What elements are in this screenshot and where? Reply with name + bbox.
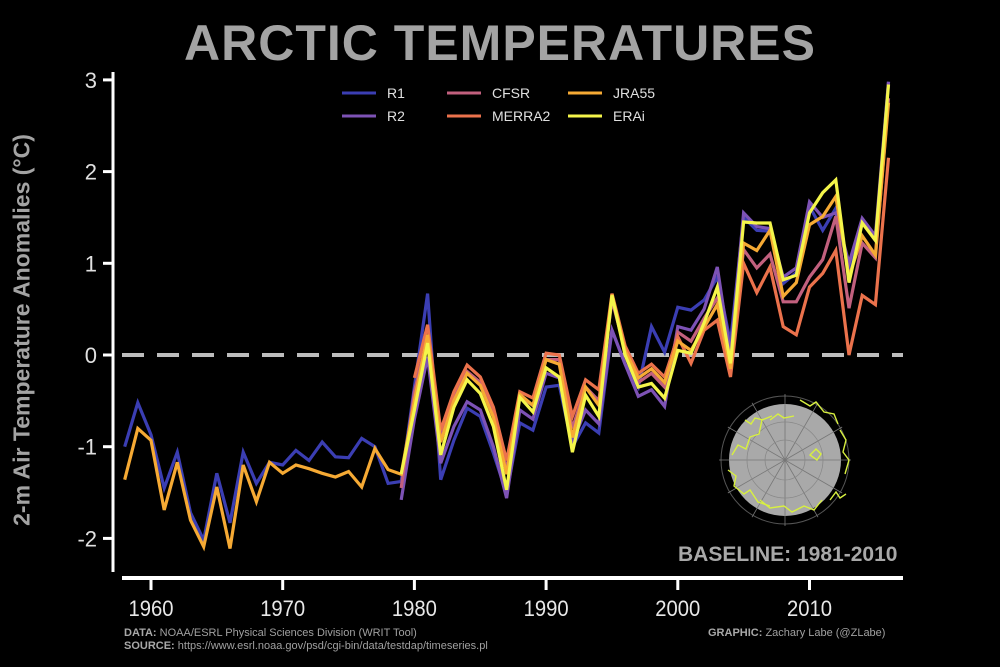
legend-label: R1 [387,85,405,101]
legend-item-r2: R2 [342,108,405,124]
globe-coastline [769,413,795,421]
x-tick-label: 2000 [655,596,700,621]
y-axis-label: 2-m Air Temperature Anomalies (°C) [8,134,35,526]
legend-item-erai: ERAi [568,108,645,124]
x-tick-label: 1980 [392,596,437,621]
y-tick-label: 0 [85,343,97,368]
chart-title: ARCTIC TEMPERATURES [184,15,816,71]
data-credit-label: DATA: [124,627,157,639]
globe-meridian [751,402,786,461]
series-line-r2 [399,81,891,501]
y-tick-label: -2 [77,526,97,551]
globe-coastline [799,399,839,425]
x-tick-label: 2010 [787,596,832,621]
arctic-globe-map-icon [719,394,851,526]
legend-label: ERAi [613,108,645,124]
graphic-credit: GRAPHIC: Zachary Labe (@ZLabe) [708,627,885,639]
y-tick-label: 2 [85,160,97,185]
legend-item-cfsr: CFSR [447,85,530,101]
globe-meridian [784,459,819,518]
graphic-credit-label: GRAPHIC: [708,627,763,639]
source-credit-text: https://www.esrl.noaa.gov/psd/cgi-bin/da… [177,640,488,652]
legend-label: MERRA2 [492,108,551,124]
globe-parallel [746,421,824,499]
globe-meridian [784,402,819,461]
legend-label: CFSR [492,85,530,101]
legend-label: JRA55 [613,85,655,101]
globe-meridian [727,426,786,461]
globe-coastline [829,490,847,501]
y-tick-label: 3 [85,68,97,93]
globe-coastline [759,499,823,513]
y-tick-label: 1 [85,251,97,276]
legend-item-r1: R1 [342,85,405,101]
x-tick-label: 1970 [260,596,305,621]
globe-parallel [764,439,806,481]
legend-item-jra55: JRA55 [568,85,655,101]
globe-coastline [744,417,764,425]
globe-meridian [751,459,786,518]
series-line-jra55 [123,102,891,552]
globe-meridian [784,459,843,494]
legend-label: R2 [387,108,405,124]
globe-coastline [839,429,850,475]
data-credit: DATA: NOAA/ESRL Physical Sciences Divisi… [124,627,417,639]
x-tick-label: 1960 [129,596,174,621]
legend-item-merra2: MERRA2 [447,108,551,124]
series-line-erai [399,84,891,491]
x-tick-label: 1990 [524,596,569,621]
source-credit-label: SOURCE: [124,640,175,652]
globe-coastline [727,469,771,507]
source-credit: SOURCE: https://www.esrl.noaa.gov/psd/cg… [124,640,488,652]
y-tick-label: -1 [77,435,97,460]
data-credit-text: NOAA/ESRL Physical Sciences Division (WR… [159,627,417,639]
globe-meridian [784,426,843,461]
globe-coastline [808,448,822,461]
baseline-annotation: BASELINE: 1981-2010 [678,543,898,566]
graphic-credit-text: Zachary Labe (@ZLabe) [765,627,886,639]
series-line-merra2 [412,157,891,461]
globe-meridian [727,459,786,494]
